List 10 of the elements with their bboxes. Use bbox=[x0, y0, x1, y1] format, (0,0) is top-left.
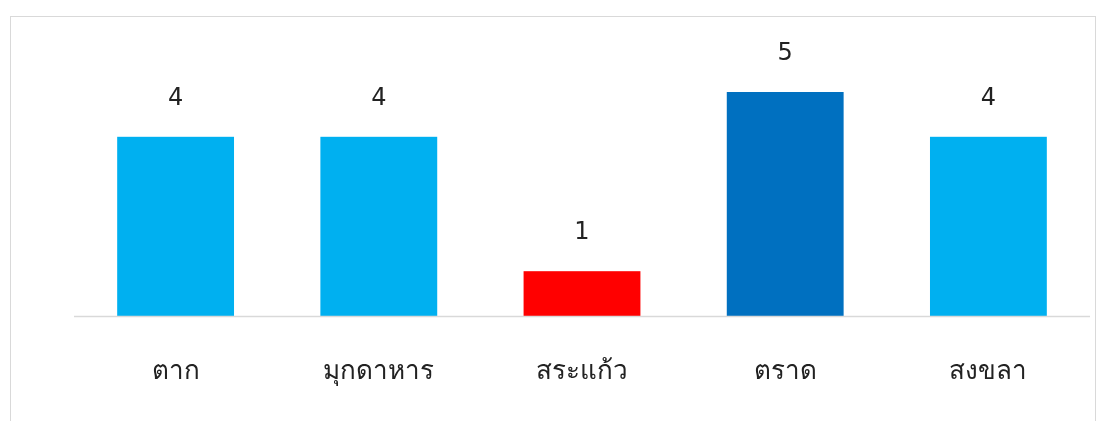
x-tick-label: ตาก bbox=[151, 355, 200, 385]
x-tick-label: ตราด bbox=[753, 355, 817, 385]
x-tick-label: สระแก้ว bbox=[536, 355, 628, 385]
data-label: 1 bbox=[574, 217, 590, 246]
data-label: 4 bbox=[371, 82, 387, 111]
x-tick-label: มุกดาหาร bbox=[323, 355, 435, 386]
x-tick-label: สงขลา bbox=[949, 355, 1028, 385]
data-label: 4 bbox=[167, 82, 184, 111]
data-label: 5 bbox=[777, 38, 793, 66]
data-label: 4 bbox=[980, 82, 997, 111]
